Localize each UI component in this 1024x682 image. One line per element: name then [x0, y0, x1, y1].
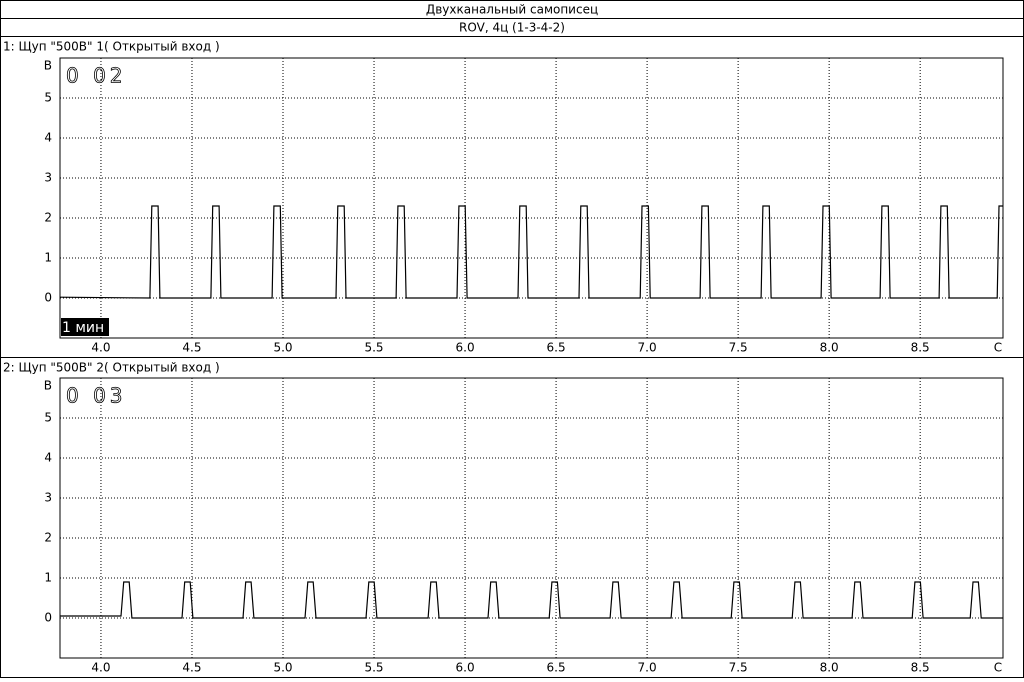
panel-title: 1: Щуп "500В" 1( Открытый вход )	[3, 40, 220, 54]
signal-line	[59, 205, 1003, 299]
x-tick-label: 4.0	[91, 341, 110, 355]
x-tick-label: 6.5	[547, 661, 566, 675]
y-tick-label: 4	[44, 131, 52, 145]
x-tick-label: 5.0	[273, 661, 292, 675]
y-tick-label: 5	[44, 411, 52, 425]
x-tick-label: 4.5	[182, 661, 201, 675]
signal-line	[60, 581, 1003, 619]
x-tick-label: 6.0	[456, 341, 475, 355]
x-tick-label: 4.5	[182, 341, 201, 355]
x-axis-label: С	[994, 341, 1002, 355]
time-label: 1 мин	[62, 320, 104, 336]
x-tick-label: 5.5	[364, 341, 383, 355]
plot-area	[59, 57, 1004, 339]
x-tick-label: 8.0	[820, 661, 839, 675]
panel-title: 2: Щуп "500В" 2( Открытый вход )	[3, 361, 220, 375]
y-tick-label: 1	[44, 251, 52, 265]
counter: 0 03	[66, 384, 127, 408]
y-tick-label: 0	[44, 611, 52, 625]
x-tick-label: 7.0	[638, 341, 657, 355]
y-tick-label: 3	[44, 491, 52, 505]
x-tick-label: 6.0	[456, 661, 475, 675]
y-tick-label: 5	[44, 91, 52, 105]
x-axis-label: С	[994, 661, 1002, 675]
plot-area	[59, 377, 1004, 659]
y-tick-label: 0	[44, 291, 52, 305]
x-tick-label: 8.5	[911, 341, 930, 355]
time-label-bg	[61, 318, 109, 336]
x-tick-label: 8.5	[911, 661, 930, 675]
y-tick-label: 2	[44, 531, 52, 545]
x-tick-label: 7.5	[729, 661, 748, 675]
x-tick-label: 6.5	[547, 341, 566, 355]
x-tick-label: 7.0	[638, 661, 657, 675]
x-tick-label: 5.5	[364, 661, 383, 675]
y-tick-label: 2	[44, 211, 52, 225]
x-tick-label: 4.0	[91, 661, 110, 675]
x-tick-label: 7.5	[729, 341, 748, 355]
x-tick-label: 8.0	[820, 341, 839, 355]
y-axis-label: В	[44, 379, 52, 393]
counter: 0 02	[66, 64, 127, 88]
y-tick-label: 4	[44, 451, 52, 465]
header-subtitle: ROV, 4ц (1-3-4-2)	[459, 21, 565, 35]
header-title: Двухканальный самописец	[426, 3, 598, 17]
y-tick-label: 1	[44, 571, 52, 585]
y-tick-label: 3	[44, 171, 52, 185]
y-axis-label: В	[44, 59, 52, 73]
x-tick-label: 5.0	[273, 341, 292, 355]
